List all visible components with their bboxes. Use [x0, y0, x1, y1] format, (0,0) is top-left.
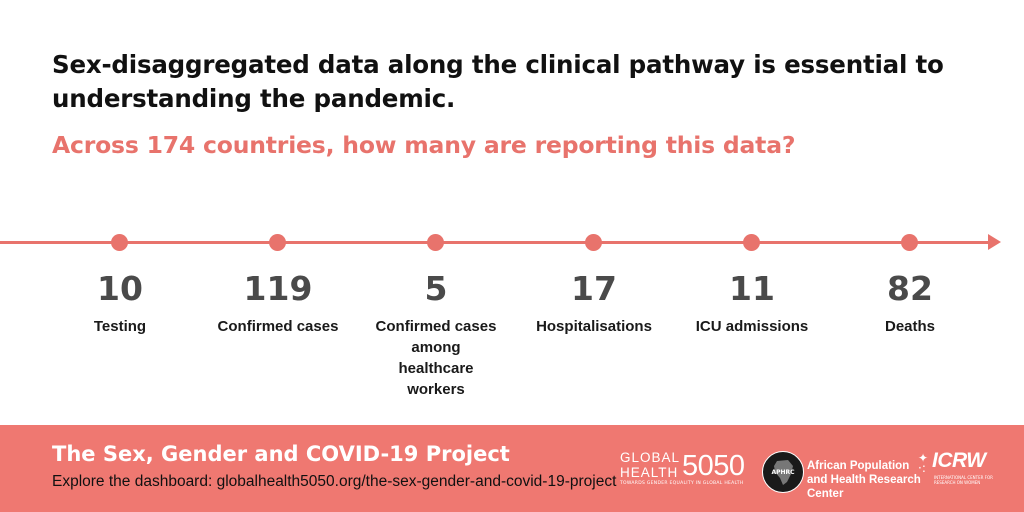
stage-value: 82	[887, 269, 933, 308]
clinical-pathway-timeline	[0, 229, 1004, 257]
stage-label: Hospitalisations	[536, 318, 652, 335]
logo-text: APHRC	[771, 469, 795, 476]
stage-value: 17	[571, 269, 617, 308]
africa-map-icon: APHRC	[762, 451, 804, 493]
timeline-line	[0, 241, 994, 244]
timeline-dot-icu-admissions	[743, 234, 760, 251]
timeline-dot-hospitalisations	[585, 234, 602, 251]
footer-title: The Sex, Gender and COVID-19 Project	[52, 442, 510, 466]
stage-value: 119	[243, 269, 313, 308]
logo-text: African Population and Health Research C…	[807, 460, 921, 500]
globalhealth-5050-logo: GLOBAL HEALTH 5050 TOWARDS GENDER EQUALI…	[620, 447, 750, 495]
icrw-logo: ✦ ·: ICRW INTERNATIONAL CENTER FOR RESEAR…	[918, 447, 1008, 497]
stage-confirmed-cases: 119 Confirmed cases	[193, 268, 363, 337]
stage-label: Confirmed cases	[217, 318, 339, 335]
stage-label: Testing	[93, 318, 147, 335]
headline: Sex-disaggregated data along the clinica…	[52, 50, 944, 113]
logo-text: HEALTH	[620, 465, 679, 480]
stage-hospitalisations: 17 Hospitalisations	[509, 268, 679, 337]
timeline-dot-deaths	[901, 234, 918, 251]
logo-text: GLOBAL	[620, 450, 681, 465]
dashboard-link[interactable]: Explore the dashboard: globalhealth5050.…	[52, 473, 617, 490]
logo-tagline: INTERNATIONAL CENTER FOR RESEARCH ON WOM…	[934, 475, 993, 485]
stage-value: 5	[424, 269, 448, 308]
stage-deaths: 82 Deaths	[825, 268, 995, 337]
stage-healthcare-workers: 5 Confirmed cases among healthcare worke…	[361, 268, 511, 400]
footer-banner: The Sex, Gender and COVID-19 Project Exp…	[0, 425, 1024, 512]
logo-number: 5050	[682, 450, 745, 482]
stage-value: 11	[729, 269, 775, 308]
stage-label: ICU admissions	[695, 318, 809, 335]
timeline-dot-testing	[111, 234, 128, 251]
stage-label: Confirmed cases among healthcare workers	[375, 318, 497, 398]
timeline-dot-healthcare-workers	[427, 234, 444, 251]
timeline-arrow-icon	[988, 234, 1001, 250]
logo-text: ICRW	[932, 449, 986, 472]
stage-label: Deaths	[884, 318, 936, 335]
logo-dots-icon: ✦ ·:	[918, 451, 929, 475]
stage-icu-admissions: 11 ICU admissions	[667, 268, 837, 337]
logo-tagline: TOWARDS GENDER EQUALITY IN GLOBAL HEALTH	[620, 481, 744, 486]
stage-value: 10	[97, 269, 143, 308]
stage-testing: 10 Testing	[35, 268, 205, 337]
subheadline: Across 174 countries, how many are repor…	[52, 131, 796, 159]
timeline-dot-confirmed-cases	[269, 234, 286, 251]
